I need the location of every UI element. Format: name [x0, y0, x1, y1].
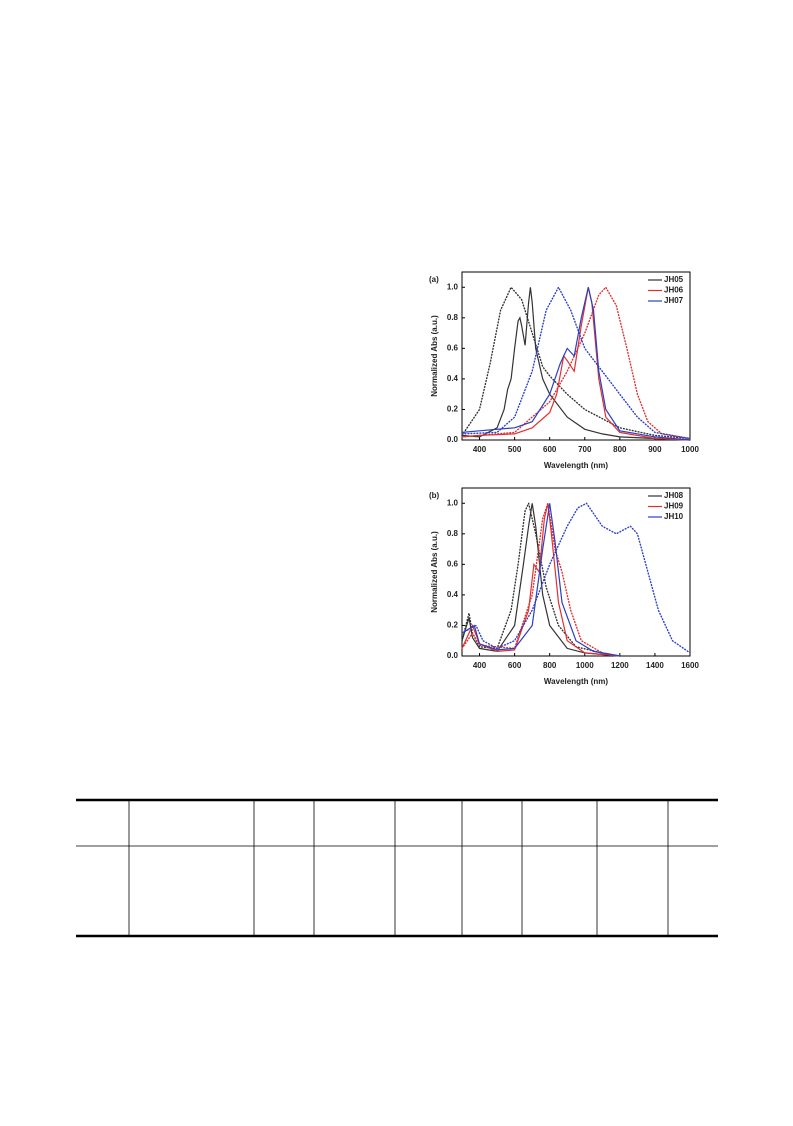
x-tick-label: 800	[543, 661, 557, 670]
x-tick-label: 700	[578, 445, 592, 454]
y-tick-label: 0.2	[447, 405, 459, 414]
dotted-line	[461, 503, 621, 657]
y-axis-label: Normalized Abs (a.u.)	[430, 531, 439, 613]
x-tick-label: 1000	[681, 445, 699, 454]
y-tick-label: 0.4	[447, 374, 459, 383]
y-tick-label: 0.6	[447, 343, 459, 352]
dotted-line	[461, 502, 691, 654]
y-tick-label: 0.0	[447, 435, 459, 444]
table	[76, 798, 718, 938]
table-columns	[128, 800, 669, 936]
dotted-line	[461, 286, 691, 440]
x-tick-label: 1600	[681, 661, 699, 670]
x-tick-label: 900	[648, 445, 662, 454]
legend-label: JH06	[664, 286, 684, 295]
dotted-line	[461, 285, 691, 440]
x-axis-label: Wavelength (nm)	[544, 461, 608, 470]
line	[461, 287, 691, 441]
line	[461, 287, 691, 441]
legend-label: JH09	[664, 502, 684, 511]
y-tick-label: 1.0	[447, 282, 459, 291]
legend-label: JH08	[664, 491, 684, 500]
x-tick-label: 400	[473, 445, 487, 454]
x-axis-label: Wavelength (nm)	[544, 677, 608, 686]
x-tick-label: 400	[473, 661, 487, 670]
x-tick-label: 1200	[611, 661, 629, 670]
x-tick-label: 600	[508, 661, 522, 670]
plot-frame	[461, 487, 691, 657]
x-tick-label: 800	[613, 445, 627, 454]
y-tick-label: 0.4	[447, 590, 459, 599]
x-tick-label: 1000	[576, 661, 594, 670]
x-tick-label: 500	[508, 445, 522, 454]
x-tick-label: 1400	[646, 661, 664, 670]
plot-frame	[461, 271, 691, 441]
y-tick-label: 0.8	[447, 529, 459, 538]
y-tick-label: 0.6	[447, 559, 459, 568]
line	[461, 503, 620, 657]
y-tick-label: 0.0	[447, 651, 459, 660]
panel-label: (b)	[429, 491, 440, 500]
y-tick-label: 0.8	[447, 313, 459, 322]
line	[461, 503, 620, 657]
line	[461, 287, 691, 441]
dotted-line	[461, 286, 691, 440]
y-axis-label: Normalized Abs (a.u.)	[430, 315, 439, 397]
x-tick-label: 600	[543, 445, 557, 454]
legend-label: JH05	[664, 275, 684, 284]
y-tick-label: 0.2	[447, 621, 459, 630]
legend-label: JH07	[664, 296, 684, 305]
panel-label: (a)	[429, 275, 439, 284]
legend-label: JH10	[664, 512, 684, 521]
y-tick-label: 1.0	[447, 498, 459, 507]
